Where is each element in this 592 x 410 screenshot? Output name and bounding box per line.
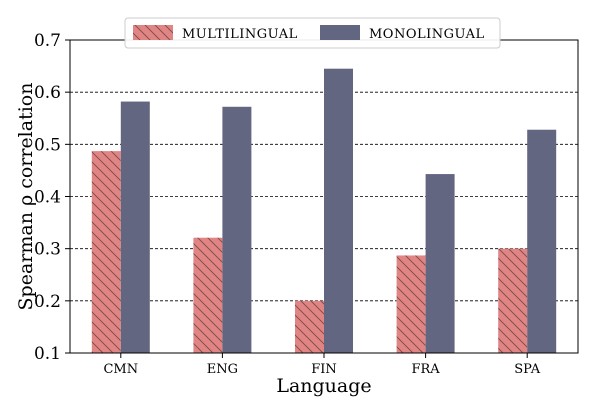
bar-multilingual-fra <box>396 255 426 353</box>
bar-monolingual-eng <box>222 106 252 353</box>
bar-multilingual-fin <box>295 300 324 353</box>
y-axis-title: Spearman ρ correlation <box>15 83 37 311</box>
legend: MULTILINGUAL MONOLINGUAL <box>124 17 501 49</box>
y-tick-label: 0.5 <box>34 135 61 155</box>
x-tick-label: FIN <box>311 362 337 377</box>
y-tick-label: 0.7 <box>34 31 61 51</box>
bars <box>91 68 557 354</box>
x-tick-label: SPA <box>514 362 540 377</box>
bar-monolingual-cmn <box>120 101 150 353</box>
y-tick-label: 0.1 <box>34 344 61 364</box>
x-axis: CMN ENG FIN FRA SPA <box>103 353 541 377</box>
y-tick-label: 0.6 <box>34 83 61 103</box>
legend-box <box>124 17 501 49</box>
legend-swatch-multilingual <box>133 25 173 40</box>
legend-label: MULTILINGUAL <box>182 27 298 42</box>
y-tick-label: 0.3 <box>34 240 61 260</box>
x-tick-label: ENG <box>207 362 238 377</box>
legend-swatch-monolingual <box>320 25 360 40</box>
legend-label: MONOLINGUAL <box>369 27 485 42</box>
bar-multilingual-spa <box>498 248 528 353</box>
y-axis: 0.1 0.2 0.3 0.4 0.5 0.6 0.7 <box>34 31 70 364</box>
x-tick-label: FRA <box>411 362 440 377</box>
bar-multilingual-eng <box>193 237 223 353</box>
bar-monolingual-spa <box>527 129 557 353</box>
y-tick-label: 0.4 <box>34 188 61 208</box>
bar-multilingual-cmn <box>91 151 121 353</box>
bar-monolingual-fra <box>425 174 455 353</box>
bar-monolingual-fin <box>324 68 353 354</box>
x-axis-title: Language <box>276 375 371 397</box>
y-tick-label: 0.2 <box>34 292 61 312</box>
x-tick-label: CMN <box>103 362 138 377</box>
